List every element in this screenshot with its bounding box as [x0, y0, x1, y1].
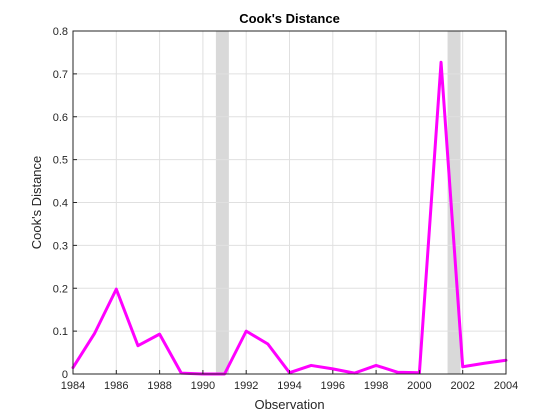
y-tick-label: 0: [62, 369, 68, 381]
x-tick-label: 1986: [104, 380, 128, 392]
chart-title: Cook's Distance: [239, 11, 340, 26]
y-tick-label: 0.2: [53, 283, 68, 295]
x-tick-label: 1992: [234, 380, 258, 392]
y-tick-label: 0.8: [53, 26, 68, 38]
y-tick-label: 0.4: [53, 198, 68, 210]
x-tick-label: 1996: [321, 380, 345, 392]
x-tick-label: 1984: [61, 380, 85, 392]
axis-ticks: 1984 1986 1988 1990 1992 1994 1996 1998 2000 2002…: [53, 26, 519, 392]
x-tick-label: 1988: [147, 380, 171, 392]
x-tick-label: 2000: [407, 380, 431, 392]
x-tick-label: 1990: [191, 380, 215, 392]
x-tick-label: 1994: [277, 380, 301, 392]
y-tick-label: 0.7: [53, 69, 68, 81]
x-tick-label: 1998: [364, 380, 388, 392]
y-tick-label: 0.6: [53, 112, 68, 124]
x-axis-label: Observation: [254, 397, 324, 412]
y-tick-label: 0.3: [53, 240, 68, 252]
y-axis-label: Cook's Distance: [29, 156, 44, 250]
y-tick-label: 0.5: [53, 155, 68, 167]
x-tick-label: 2002: [450, 380, 474, 392]
y-tick-label: 0.1: [53, 326, 68, 338]
x-tick-label: 2004: [494, 380, 518, 392]
